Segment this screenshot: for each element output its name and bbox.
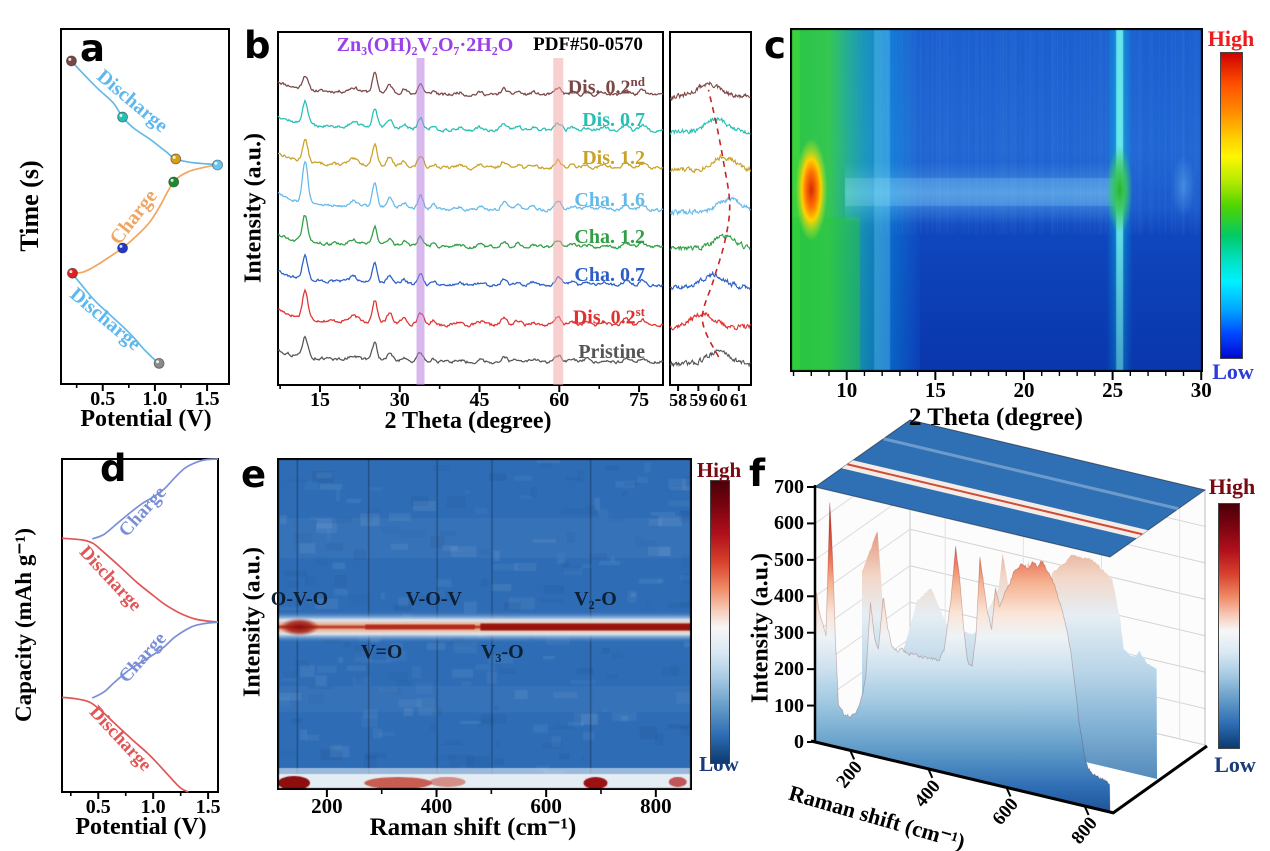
x-tick-label: 60 (549, 389, 570, 411)
panel-c-colorbar-high-label: High (1207, 26, 1255, 51)
curve-label: Charge (105, 185, 162, 249)
panel-e-colorbar-high-label: High (696, 458, 742, 482)
series-label: Dis. 0.2st (572, 304, 645, 329)
panel-c-xlabel: 2 Theta (degree) (908, 404, 1084, 431)
x-tick-label: 1.0 (142, 388, 168, 410)
x-tick-label: 600 (988, 794, 1024, 830)
panel-f-letter: f (749, 452, 766, 495)
y-tick-label: 100 (774, 694, 804, 717)
curve-label: Discharge (65, 283, 145, 356)
y-tick-label: 0 (794, 731, 804, 753)
y-tick-label: 700 (774, 476, 804, 498)
panel-e-letter: e (241, 453, 267, 496)
band-annotation: V₃-O (480, 641, 524, 663)
y-tick-label: 500 (774, 548, 804, 571)
y-tick-label: 200 (774, 658, 804, 681)
panel-c-colorbar (1220, 52, 1243, 359)
panel-a-xlabel: Potential (V) (80, 406, 212, 432)
x-tick-label: 1.5 (194, 388, 220, 410)
panel-e-colorbar-low-label: Low (699, 752, 739, 776)
x-tick-label: 400 (910, 775, 946, 812)
x-tick-label: 800 (640, 794, 672, 818)
curve-label: Discharge (85, 701, 156, 776)
x-tick-label: 30 (389, 389, 410, 411)
series-label: Dis. 1.2 (582, 147, 645, 169)
series-label: Cha. 1.2 (574, 226, 645, 248)
x-tick-label: 30 (1190, 378, 1212, 402)
panel-c-colorbar-low-label: Low (1212, 359, 1254, 384)
series-label: Cha. 0.7 (574, 264, 645, 286)
x-tick-label: 200 (311, 794, 343, 818)
band-annotation: V=O (361, 641, 403, 663)
inset-tick-label: 59 (689, 390, 708, 410)
panel-d-ylabel: Capacity (mAh g⁻¹) (11, 527, 36, 723)
series-label: Pristine (578, 341, 645, 363)
x-tick-label: 600 (530, 794, 562, 818)
x-tick-label: 20 (1013, 378, 1035, 402)
x-tick-label: 800 (1067, 812, 1102, 849)
panel-c-heatmap (790, 28, 1203, 372)
panel-f-colorbar-high-label: High (1208, 474, 1256, 499)
series-label: Dis. 0.2nd (567, 74, 645, 99)
panel-f-colorbar-low-label: Low (1214, 752, 1256, 777)
panel-b-title: Zn₃(OH)₂V₂O₇·2H₂O (336, 34, 514, 56)
panel-f-colorbar (1218, 503, 1240, 749)
panel-a-letter: a (80, 27, 105, 70)
band-annotation: V₂-O (574, 588, 617, 610)
x-tick-label: 45 (469, 389, 490, 411)
y-tick-label: 600 (774, 512, 804, 535)
panel-b-ylabel: Intensity (a.u.) (240, 132, 267, 284)
panel-e-ylabel: Intensity (a.u.) (239, 546, 266, 698)
panel-e-heatmap (277, 458, 692, 790)
x-tick-label: 15 (924, 378, 946, 402)
panel-e-colorbar (710, 480, 730, 764)
x-tick-label: 75 (629, 389, 650, 411)
x-tick-label: 1.5 (195, 796, 221, 818)
x-tick-label: 10 (836, 378, 858, 402)
x-tick-label: 400 (420, 794, 453, 818)
x-tick-label: 25 (1102, 378, 1124, 402)
series-label: Cha. 1.6 (574, 189, 645, 211)
band-annotation: V-O-V (405, 588, 462, 610)
y-tick-label: 400 (774, 585, 804, 608)
x-tick-label: 0.5 (90, 388, 116, 410)
panel-b-xlabel: 2 Theta (degree) (384, 408, 552, 434)
x-tick-label: 15 (310, 389, 330, 411)
panel-a-ylabel: Time (s) (15, 160, 44, 252)
x-tick-label: 0.5 (85, 796, 111, 818)
series-label: Dis. 0.7 (582, 109, 645, 131)
panel-d-xlabel: Potential (V) (75, 814, 207, 840)
inset-tick-label: 58 (669, 390, 688, 410)
band-annotation: O-V-O (270, 588, 329, 610)
inset-tick-label: 61 (729, 390, 748, 410)
panel-e-xlabel: Raman shift (cm⁻¹) (369, 814, 577, 841)
panel-b-reference-card: PDF#50-0570 (533, 34, 643, 55)
panel-d-letter: d (100, 447, 127, 490)
panel-c-letter: c (764, 24, 786, 67)
x-tick-label: 200 (832, 757, 867, 793)
panel-b-letter: b (244, 24, 271, 67)
x-tick-label: 1.0 (140, 796, 166, 818)
y-tick-label: 300 (774, 621, 804, 644)
inset-tick-label: 60 (709, 390, 728, 410)
